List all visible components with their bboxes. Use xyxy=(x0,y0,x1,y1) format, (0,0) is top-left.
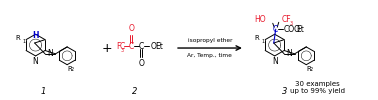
Text: Et: Et xyxy=(297,25,305,34)
Text: HO: HO xyxy=(254,15,266,24)
Text: N: N xyxy=(47,49,53,58)
Text: R: R xyxy=(15,35,20,41)
Text: Ar, Temp., time: Ar, Temp., time xyxy=(187,53,232,58)
Text: 3: 3 xyxy=(289,21,292,26)
Text: isopropyl ether: isopropyl ether xyxy=(187,38,232,43)
Text: O: O xyxy=(128,24,134,33)
Text: 1: 1 xyxy=(41,87,46,96)
Text: C: C xyxy=(139,42,144,51)
Text: N: N xyxy=(33,57,39,66)
Text: R: R xyxy=(254,35,259,41)
Text: O: O xyxy=(138,59,144,68)
Text: C: C xyxy=(273,25,278,34)
Text: CF: CF xyxy=(282,15,291,24)
Text: 1: 1 xyxy=(262,39,265,44)
Text: O: O xyxy=(150,42,156,51)
Text: 3: 3 xyxy=(282,87,287,96)
Text: R: R xyxy=(307,66,311,72)
Text: C: C xyxy=(119,42,125,51)
Text: N: N xyxy=(286,49,292,58)
Text: 30 examples: 30 examples xyxy=(295,80,340,86)
Text: F: F xyxy=(116,42,121,51)
Text: 2: 2 xyxy=(132,87,137,96)
Text: Et: Et xyxy=(155,42,163,51)
Text: 1: 1 xyxy=(23,39,26,44)
Text: 2: 2 xyxy=(310,67,313,72)
Text: H: H xyxy=(32,30,39,40)
Text: R: R xyxy=(68,66,72,72)
Text: 3: 3 xyxy=(120,48,123,53)
Text: N: N xyxy=(272,57,277,66)
Text: C: C xyxy=(129,42,134,51)
Text: COO: COO xyxy=(284,25,301,34)
Text: +: + xyxy=(102,42,113,55)
Text: 2: 2 xyxy=(71,67,74,72)
Text: up to 99% yield: up to 99% yield xyxy=(290,88,345,94)
